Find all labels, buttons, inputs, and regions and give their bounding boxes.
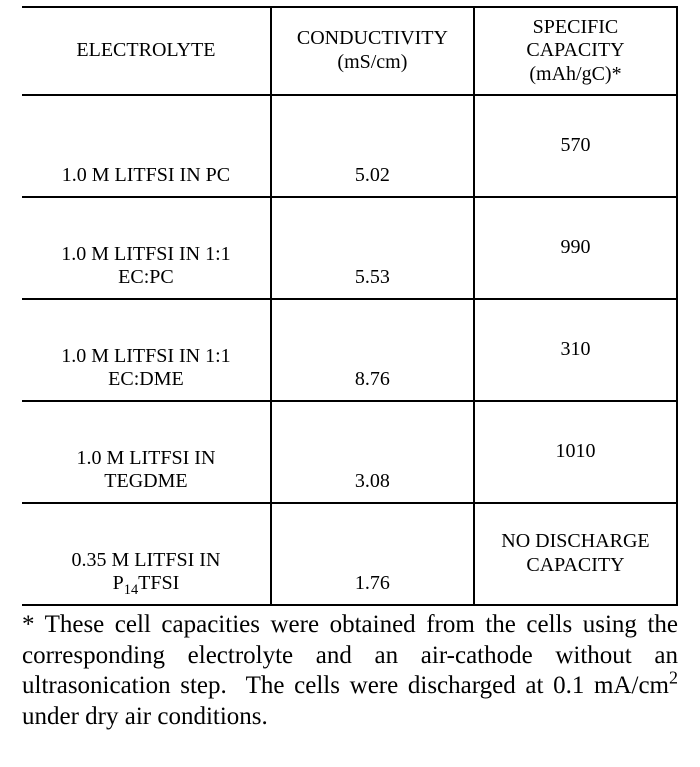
cell-text: CAPACITY xyxy=(526,554,624,576)
cell-text: 5.02 xyxy=(355,164,390,186)
cell-text: EC:DME xyxy=(108,368,184,390)
footnote-superscript: 2 xyxy=(669,668,678,688)
col-header-conductivity: CONDUCTIVITY (mS/cm) xyxy=(271,7,474,95)
cell-text: 8.76 xyxy=(355,368,390,390)
cell-electrolyte: 0.35 M LITFSI IN P14TFSI xyxy=(22,503,271,605)
header-text: SPECIFIC xyxy=(533,16,619,38)
cell-text: 1.0 M LITFSI IN xyxy=(77,447,216,469)
cell-conductivity: 3.08 xyxy=(271,401,474,503)
cell-text: 1.0 M LITFSI IN 1:1 xyxy=(61,243,230,265)
cell-text: 0.35 M LITFSI IN xyxy=(72,549,221,571)
table-row: 1.0 M LITFSI IN 1:1 EC:DME 8.76 310 xyxy=(22,299,677,401)
footnote-text: * These cell capacities were obtained fr… xyxy=(22,611,678,699)
cell-conductivity: 8.76 xyxy=(271,299,474,401)
table-header-row: ELECTROLYTE CONDUCTIVITY (mS/cm) SPECIFI… xyxy=(22,7,677,95)
cell-capacity: 1010 xyxy=(474,401,677,503)
cell-capacity: NO DISCHARGE CAPACITY xyxy=(474,503,677,605)
header-text: CONDUCTIVITY xyxy=(297,27,448,49)
header-text: CAPACITY xyxy=(526,39,624,61)
cell-subscript: 14 xyxy=(124,582,138,598)
cell-text: TFSI xyxy=(138,572,179,594)
header-text: (mS/cm) xyxy=(337,51,407,73)
cell-text: 1.0 M LITFSI IN 1:1 xyxy=(61,345,230,367)
cell-conductivity: 5.02 xyxy=(271,95,474,197)
footnote-text: under dry air conditions. xyxy=(22,703,268,730)
col-header-electrolyte: ELECTROLYTE xyxy=(22,7,271,95)
cell-capacity: 990 xyxy=(474,197,677,299)
table-row: 0.35 M LITFSI IN P14TFSI 1.76 NO DISCHAR… xyxy=(22,503,677,605)
cell-text: TEGDME xyxy=(104,470,187,492)
cell-text: 990 xyxy=(560,236,590,258)
cell-text: 1.0 M LITFSI IN PC xyxy=(62,164,230,186)
table-row: 1.0 M LITFSI IN TEGDME 3.08 1010 xyxy=(22,401,677,503)
cell-text: NO DISCHARGE xyxy=(501,530,649,552)
cell-text: 1010 xyxy=(555,440,595,462)
cell-text: 5.53 xyxy=(355,266,390,288)
header-text: (mAh/gC)* xyxy=(529,63,621,85)
electrolyte-table: ELECTROLYTE CONDUCTIVITY (mS/cm) SPECIFI… xyxy=(22,6,678,606)
table-row: 1.0 M LITFSI IN 1:1 EC:PC 5.53 990 xyxy=(22,197,677,299)
cell-conductivity: 5.53 xyxy=(271,197,474,299)
cell-text: 1.76 xyxy=(355,572,390,594)
cell-text: EC:PC xyxy=(118,266,174,288)
cell-capacity: 310 xyxy=(474,299,677,401)
cell-conductivity: 1.76 xyxy=(271,503,474,605)
cell-text: 310 xyxy=(560,338,590,360)
cell-electrolyte: 1.0 M LITFSI IN PC xyxy=(22,95,271,197)
cell-electrolyte: 1.0 M LITFSI IN 1:1 EC:PC xyxy=(22,197,271,299)
col-header-capacity: SPECIFIC CAPACITY (mAh/gC)* xyxy=(474,7,677,95)
cell-text: 3.08 xyxy=(355,470,390,492)
footnote: * These cell capacities were obtained fr… xyxy=(22,610,678,732)
header-text: ELECTROLYTE xyxy=(76,39,215,61)
cell-text: 570 xyxy=(560,134,590,156)
cell-electrolyte: 1.0 M LITFSI IN 1:1 EC:DME xyxy=(22,299,271,401)
cell-text: P xyxy=(113,572,124,594)
cell-capacity: 570 xyxy=(474,95,677,197)
table-row: 1.0 M LITFSI IN PC 5.02 570 xyxy=(22,95,677,197)
cell-electrolyte: 1.0 M LITFSI IN TEGDME xyxy=(22,401,271,503)
